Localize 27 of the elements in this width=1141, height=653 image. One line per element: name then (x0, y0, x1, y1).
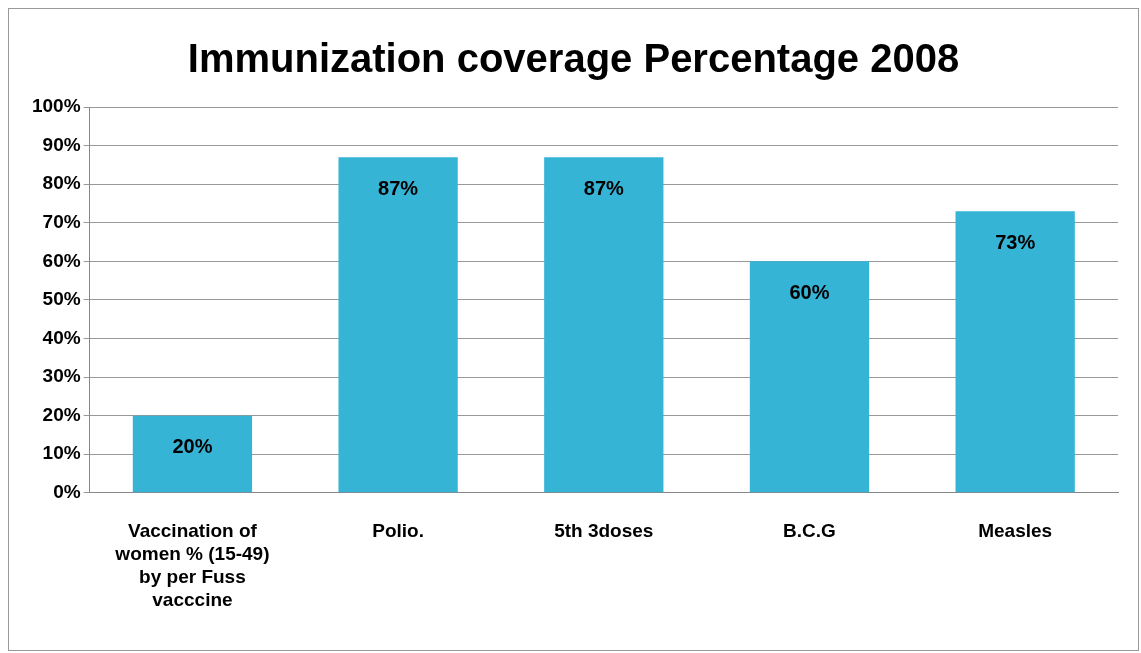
data-label: 60% (789, 280, 830, 303)
data-label: 20% (172, 435, 213, 458)
data-label: 87% (583, 176, 625, 199)
bar (955, 211, 1075, 493)
x-tick-label: B.C.G (783, 520, 836, 542)
y-tick-label: 90% (42, 133, 81, 155)
y-tick-label: 10% (42, 442, 81, 464)
y-tick-label: 60% (42, 249, 81, 271)
y-tick-label: 80% (42, 172, 81, 194)
bar (544, 157, 664, 493)
x-tick-label: Measles (978, 520, 1053, 542)
y-tick-label: 20% (42, 403, 81, 425)
y-tick-label: 0% (53, 481, 81, 503)
y-tick-label: 70% (42, 210, 81, 232)
bar (749, 261, 870, 493)
x-tick-label: Vaccination of women % (15-49) by per Fuss vacccine (114, 520, 270, 610)
x-tick-label: Polio. (372, 520, 424, 542)
data-label: 87% (378, 176, 419, 199)
y-tick-label: 40% (42, 326, 81, 348)
y-tick-label: 100% (31, 95, 81, 117)
y-tick-label: 30% (42, 365, 81, 387)
data-label: 73% (995, 230, 1036, 253)
bar (338, 157, 458, 493)
y-tick-label: 50% (42, 288, 81, 310)
chart-title: Immunization coverage Percentage 2008 (187, 36, 960, 81)
x-tick-label: 5th 3doses (554, 520, 654, 542)
bar (132, 415, 253, 493)
